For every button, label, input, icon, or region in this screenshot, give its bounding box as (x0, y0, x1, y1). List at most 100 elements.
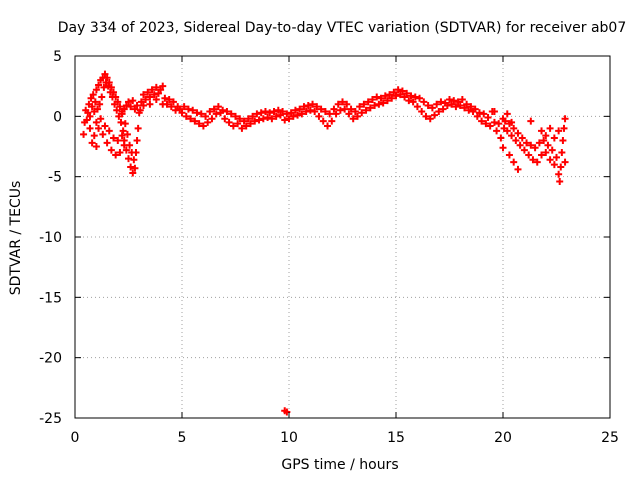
data-point (291, 106, 299, 114)
data-point (103, 74, 111, 82)
data-point (420, 98, 428, 106)
data-point (523, 139, 531, 147)
data-point (349, 115, 357, 123)
data-point (257, 109, 265, 117)
data-point (527, 141, 535, 149)
data-point (137, 98, 145, 106)
x-tick-label: 25 (601, 430, 619, 446)
data-point (330, 105, 338, 113)
data-point (345, 110, 353, 118)
y-axis-label: SDTVAR / TECUs (8, 181, 24, 296)
data-point (458, 95, 466, 103)
data-point (383, 97, 391, 105)
data-point (407, 92, 415, 100)
data-point (433, 100, 441, 108)
data-point (133, 101, 141, 109)
data-point (319, 117, 327, 125)
data-point (428, 104, 436, 112)
data-point (505, 151, 513, 159)
data-point (437, 98, 445, 106)
data-point (191, 117, 199, 125)
data-point (416, 94, 424, 102)
data-point (93, 105, 101, 113)
data-point (525, 151, 533, 159)
x-tick-label: 0 (71, 430, 80, 446)
data-point (343, 100, 351, 108)
data-point (208, 115, 216, 123)
data-point (92, 118, 100, 126)
data-point (484, 114, 492, 122)
data-point (99, 130, 107, 138)
data-point (435, 108, 443, 116)
data-point (176, 105, 184, 113)
data-point (152, 95, 160, 103)
data-point (246, 120, 254, 128)
data-point (336, 106, 344, 114)
x-tick-label: 20 (494, 430, 512, 446)
data-point (371, 101, 379, 109)
data-point (118, 110, 126, 118)
data-point (114, 98, 122, 106)
data-point (375, 100, 383, 108)
data-point (431, 111, 439, 119)
data-point (529, 156, 537, 164)
data-point (195, 120, 203, 128)
data-point (88, 103, 96, 111)
data-point (287, 109, 295, 117)
data-point (324, 122, 332, 130)
data-point (326, 110, 334, 118)
data-point (127, 163, 135, 171)
data-point (178, 109, 186, 117)
data-point (110, 134, 118, 142)
data-point (107, 83, 115, 91)
data-point (471, 105, 479, 113)
data-point (452, 103, 460, 111)
data-point (480, 110, 488, 118)
data-point (426, 115, 434, 123)
data-point (255, 116, 263, 124)
data-point (546, 124, 554, 132)
data-point (413, 103, 421, 111)
data-point (394, 86, 402, 94)
data-point (157, 86, 165, 94)
data-point (548, 146, 556, 154)
data-point (180, 103, 188, 111)
data-point (122, 101, 130, 109)
data-point (418, 108, 426, 116)
data-point (460, 104, 468, 112)
data-point (533, 158, 541, 166)
x-tick-labels: 0 5 10 15 20 25 (71, 430, 619, 446)
data-point (317, 105, 325, 113)
data-point (520, 146, 528, 154)
data-point (84, 109, 92, 117)
data-point (561, 115, 569, 123)
data-point (463, 100, 471, 108)
data-point (120, 105, 128, 113)
axis-ticks (74, 55, 611, 419)
data-point (298, 110, 306, 118)
y-tick-label: -25 (39, 411, 62, 427)
data-point (473, 112, 481, 120)
data-point (227, 110, 235, 118)
data-point (503, 127, 511, 135)
data-point (221, 115, 229, 123)
data-point (95, 81, 103, 89)
data-point (136, 106, 144, 114)
data-point (490, 118, 498, 126)
data-point (503, 110, 511, 118)
data-point (229, 122, 237, 130)
chart-title: Day 334 of 2023, Sidereal Day-to-day VTE… (58, 20, 627, 36)
data-point (159, 100, 167, 108)
data-point (150, 91, 158, 99)
data-point (266, 109, 274, 117)
data-point (558, 149, 566, 157)
data-point (467, 103, 475, 111)
data-point (542, 132, 550, 140)
data-point (366, 104, 374, 112)
data-point (101, 70, 109, 78)
data-point (210, 105, 218, 113)
data-point (486, 122, 494, 130)
data-point (313, 103, 321, 111)
data-point (332, 110, 340, 118)
data-point (146, 93, 154, 101)
